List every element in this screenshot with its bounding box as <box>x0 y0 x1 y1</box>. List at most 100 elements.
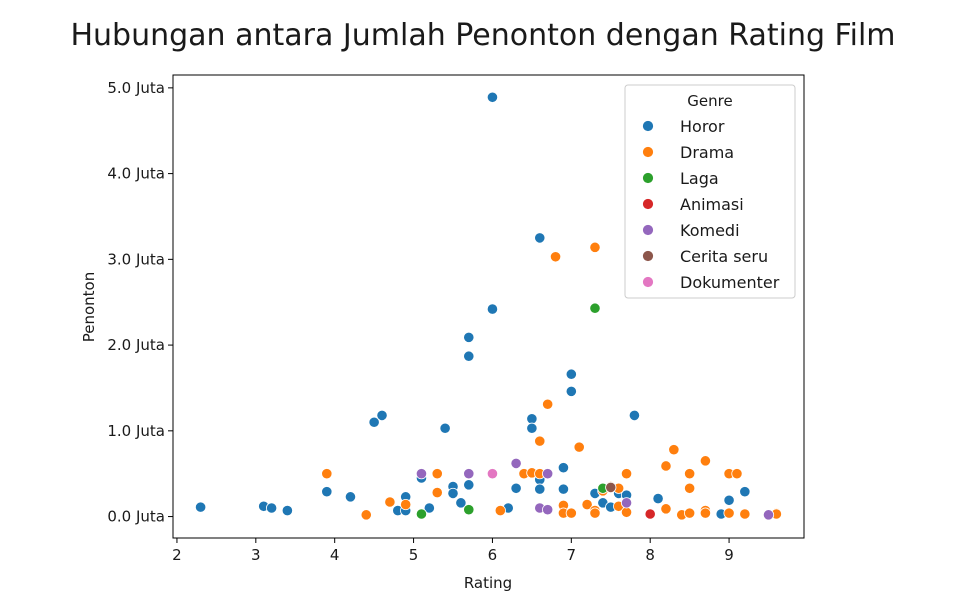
y-tick-label: 5.0 Juta <box>107 79 165 97</box>
x-tick-label: 8 <box>645 546 655 564</box>
legend-marker-horor <box>642 120 654 132</box>
point-horor <box>628 409 641 421</box>
point-komedi <box>510 457 522 470</box>
point-horor <box>557 483 570 495</box>
legend-label-dokumenter: Dokumenter <box>680 273 780 292</box>
point-horor <box>368 416 380 428</box>
point-laga <box>463 504 475 516</box>
x-tick-label: 3 <box>251 546 261 564</box>
point-drama <box>494 504 506 517</box>
point-drama <box>699 507 712 519</box>
x-tick-label: 7 <box>567 546 577 564</box>
point-drama <box>668 444 680 456</box>
point-horor <box>321 486 333 498</box>
point-drama <box>589 241 601 253</box>
legend-box <box>624 84 796 299</box>
x-tick-label: 6 <box>488 546 498 564</box>
point-dokumenter <box>486 468 499 480</box>
y-tick-label: 2.0 Juta <box>107 336 165 354</box>
legend-label-drama: Drama <box>680 143 734 162</box>
legend-marker-laga <box>642 172 654 184</box>
point-animasi <box>644 508 656 520</box>
y-tick-label: 4.0 Juta <box>107 165 165 183</box>
point-horor <box>486 91 499 103</box>
point-horor <box>739 486 751 498</box>
legend-title: Genre <box>687 92 732 110</box>
point-horor <box>652 492 664 505</box>
point-horor <box>534 483 546 495</box>
point-drama <box>534 435 546 447</box>
chart-title: Hubungan antara Jumlah Penonton dengan R… <box>70 18 895 53</box>
y-axis-label: Penonton <box>80 272 98 343</box>
point-drama <box>360 509 372 521</box>
point-drama <box>660 460 672 472</box>
point-horor <box>534 232 546 244</box>
point-laga <box>415 508 428 520</box>
y-tick-label: 3.0 Juta <box>107 250 165 268</box>
x-tick-label: 9 <box>724 546 734 564</box>
data-points <box>195 91 782 521</box>
point-horor <box>463 350 475 362</box>
point-drama <box>723 507 735 519</box>
point-drama <box>731 468 743 480</box>
legend-marker-animasi <box>642 198 654 210</box>
point-horor <box>526 413 538 425</box>
legend: Genre Horor Drama Laga Animasi Komedi Cerita … <box>624 84 796 299</box>
point-komedi <box>542 504 554 516</box>
point-drama <box>699 455 712 467</box>
point-komedi <box>542 468 554 480</box>
point-horor <box>463 331 475 343</box>
point-horor <box>510 482 522 494</box>
point-drama <box>549 251 562 263</box>
point-drama <box>660 503 672 515</box>
point-horor <box>439 422 451 434</box>
point-drama <box>684 507 696 519</box>
legend-marker-dokumenter <box>642 276 654 288</box>
point-drama <box>589 507 601 519</box>
point-horor <box>344 491 357 503</box>
point-cerita-seru <box>605 481 617 494</box>
point-drama <box>581 498 593 511</box>
legend-marker-drama <box>642 146 654 158</box>
y-tick-label: 1.0 Juta <box>107 422 165 440</box>
point-komedi <box>620 497 633 509</box>
point-drama <box>565 507 577 519</box>
point-horor <box>723 494 735 506</box>
point-drama <box>620 506 633 518</box>
point-drama <box>321 468 333 480</box>
legend-label-laga: Laga <box>680 169 719 188</box>
x-tick-label: 4 <box>330 546 340 564</box>
legend-entries: Horor Drama Laga Animasi Komedi Cerita seru Do… <box>642 117 780 292</box>
point-drama <box>431 468 443 480</box>
point-horor <box>447 487 459 500</box>
point-horor <box>565 368 577 380</box>
legend-marker-cerita-seru <box>642 250 654 262</box>
point-horor <box>195 501 207 513</box>
point-drama <box>684 468 696 480</box>
point-drama <box>684 482 696 494</box>
point-horor <box>281 504 293 517</box>
point-komedi <box>463 468 475 480</box>
point-drama <box>431 486 443 499</box>
legend-label-komedi: Komedi <box>680 221 740 240</box>
point-horor <box>455 497 467 509</box>
x-axis-label: Rating <box>464 574 512 592</box>
point-drama <box>384 496 396 508</box>
legend-label-cerita-seru: Cerita seru <box>680 247 768 266</box>
legend-label-animasi: Animasi <box>680 195 744 214</box>
point-drama <box>542 398 554 410</box>
point-horor <box>265 502 278 514</box>
x-tick-label: 5 <box>409 546 419 564</box>
point-laga <box>589 302 601 314</box>
point-drama <box>739 508 751 520</box>
point-horor <box>565 385 577 397</box>
point-horor <box>557 462 570 474</box>
legend-label-horor: Horor <box>680 117 725 136</box>
point-horor <box>376 409 388 421</box>
y-tick-label: 0.0 Juta <box>107 508 165 526</box>
x-tick-label: 2 <box>172 546 182 564</box>
y-axis: 0.0 Juta 1.0 Juta 2.0 Juta 3.0 Juta 4.0 Juta… <box>107 79 173 526</box>
point-horor <box>423 502 435 514</box>
point-drama <box>573 441 585 453</box>
